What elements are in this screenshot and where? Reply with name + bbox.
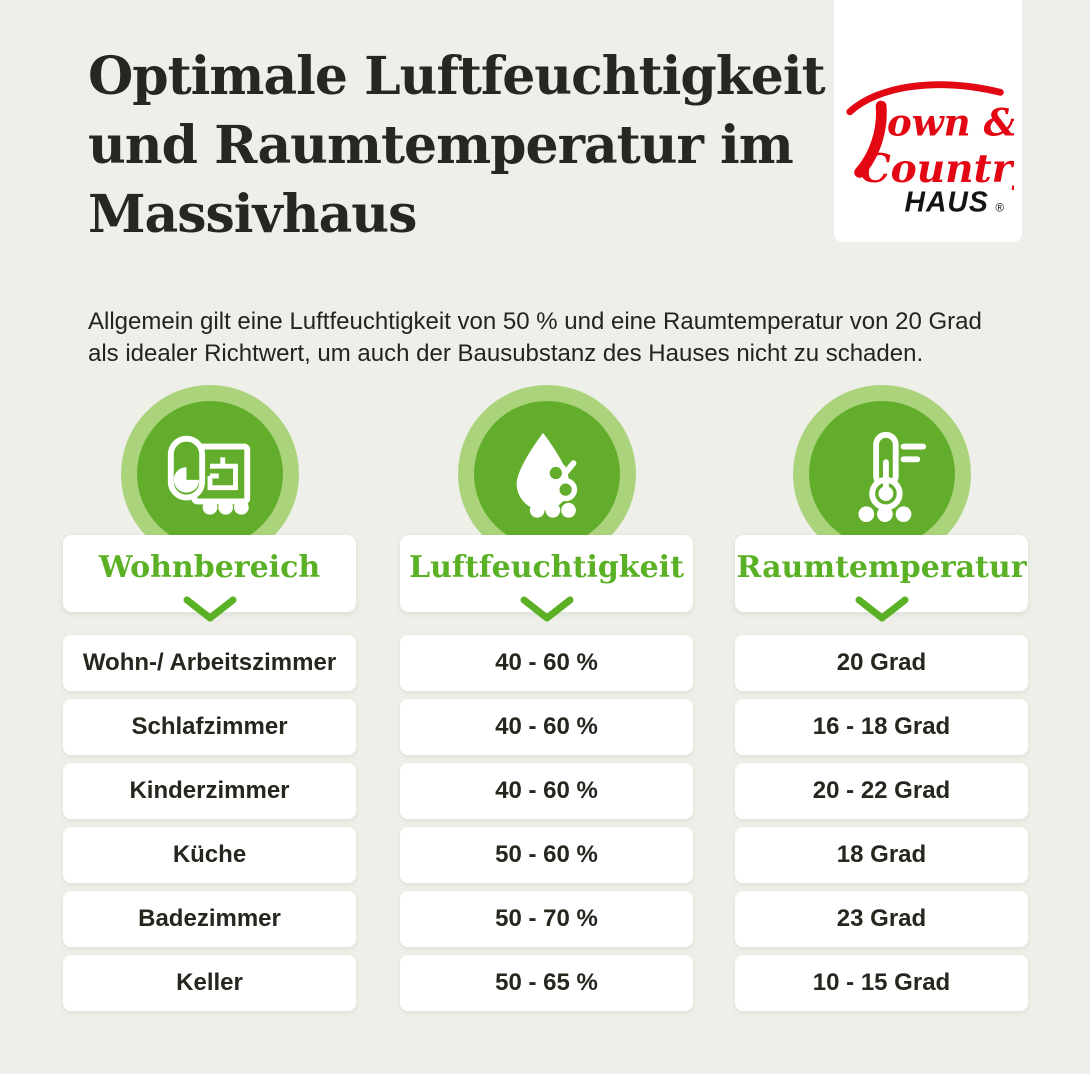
- column-header-label: Wohnbereich: [98, 550, 321, 585]
- title-line-2: und Raumtemperatur im: [88, 115, 794, 176]
- table-row-room: Badezimmer: [63, 891, 356, 947]
- column-header-luftfeuchtigkeit: Luftfeuchtigkeit: [400, 535, 693, 612]
- town-country-logo-icon: own & Country HAUS ®: [846, 81, 1014, 219]
- table-row-temperature: 20 - 22 Grad: [735, 763, 1028, 819]
- chevron-down-icon: [855, 596, 908, 622]
- table-row-humidity: 40 - 60 %: [400, 763, 693, 819]
- icon-badge: [120, 385, 299, 563]
- logo-text-country: Country: [860, 146, 1014, 192]
- table-row-temperature: 18 Grad: [735, 827, 1028, 883]
- logo-swoosh: [846, 81, 1004, 116]
- table-row-room: Keller: [63, 955, 356, 1011]
- column-header-raumtemperatur: Raumtemperatur: [735, 535, 1028, 612]
- intro-text: Allgemein gilt eine Luftfeuchtigkeit von…: [88, 308, 982, 367]
- table-row-room: Schlafzimmer: [63, 699, 356, 755]
- table-row-temperature: 10 - 15 Grad: [735, 955, 1028, 1011]
- icon-badge: [792, 385, 971, 563]
- icon-badge: [457, 385, 636, 563]
- blueprint-icon: [167, 435, 250, 515]
- town-country-logo: own & Country HAUS ®: [834, 0, 1022, 242]
- page-title: Optimale Luftfeuchtigkeit und Raumtemper…: [88, 42, 826, 249]
- humidity-icon: [516, 432, 577, 518]
- table-row-temperature: 16 - 18 Grad: [735, 699, 1028, 755]
- thermometer-icon: [857, 431, 926, 523]
- table-row-humidity: 50 - 65 %: [400, 955, 693, 1011]
- logo-text-haus: HAUS: [905, 187, 989, 219]
- table-row-humidity: 40 - 60 %: [400, 635, 693, 691]
- column-header-label: Raumtemperatur: [736, 550, 1027, 585]
- registered-mark: ®: [995, 202, 1004, 215]
- table-row-humidity: 40 - 60 %: [400, 699, 693, 755]
- chevron-down-icon: [520, 596, 573, 622]
- table-row-temperature: 23 Grad: [735, 891, 1028, 947]
- chevron-down-icon: [183, 596, 236, 622]
- logo-t-stem: [854, 100, 887, 178]
- table-row-room: Wohn-/ Arbeitszimmer: [63, 635, 356, 691]
- column-header-wohnbereich: Wohnbereich: [63, 535, 356, 612]
- logo-text-town: own &: [887, 100, 1014, 144]
- table-row-room: Küche: [63, 827, 356, 883]
- table-row-humidity: 50 - 70 %: [400, 891, 693, 947]
- table-row-room: Kinderzimmer: [63, 763, 356, 819]
- title-line-3: Massivhaus: [88, 184, 417, 245]
- column-header-label: Luftfeuchtigkeit: [409, 550, 684, 585]
- table-row-temperature: 20 Grad: [735, 635, 1028, 691]
- title-line-1: Optimale Luftfeuchtigkeit: [88, 46, 826, 107]
- table-row-humidity: 50 - 60 %: [400, 827, 693, 883]
